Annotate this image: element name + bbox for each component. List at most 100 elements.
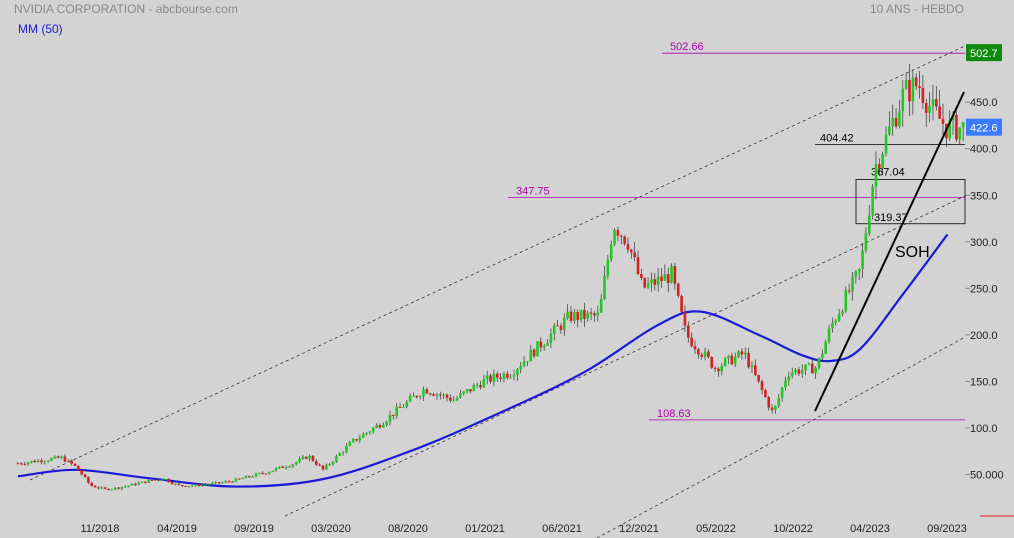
candle: [938, 90, 941, 119]
candle-body: [318, 464, 321, 466]
candle: [743, 347, 747, 360]
y-tick-label: 400.0: [970, 144, 998, 156]
x-tick-label: 05/2022: [696, 523, 736, 535]
candle-body: [921, 87, 925, 103]
candle-body: [217, 482, 221, 484]
candle-body: [234, 478, 238, 482]
candle: [703, 347, 707, 361]
candle: [187, 486, 191, 488]
candle: [499, 373, 502, 383]
candle-body: [814, 367, 817, 374]
candle: [274, 467, 278, 472]
candle-body: [874, 164, 878, 187]
candle: [264, 473, 268, 475]
candle-body: [261, 472, 264, 474]
candle-body: [140, 481, 144, 483]
candle-body: [97, 487, 100, 489]
candle: [314, 458, 318, 467]
candle-body: [328, 464, 331, 466]
candle: [800, 364, 804, 379]
candle: [368, 430, 372, 435]
y-tick-label: 250.0: [970, 283, 998, 295]
candle: [730, 352, 734, 365]
candle: [422, 386, 425, 401]
candle-body: [723, 358, 727, 366]
candle: [244, 475, 248, 479]
candle-body: [160, 479, 164, 481]
candle-body: [733, 356, 737, 365]
candle: [231, 480, 234, 483]
candle: [107, 488, 110, 491]
candle-body: [371, 427, 375, 432]
candle-body: [935, 99, 938, 107]
candle: [914, 73, 918, 91]
candle-body: [455, 397, 459, 401]
candle-body: [77, 465, 80, 471]
candle-body: [438, 394, 442, 396]
candle: [224, 480, 228, 484]
candle: [780, 386, 784, 402]
candle: [670, 263, 673, 284]
candle: [874, 151, 878, 200]
candle-body: [87, 477, 90, 483]
candle: [221, 481, 224, 484]
candle-body: [214, 482, 218, 484]
candle: [955, 111, 958, 142]
candle: [891, 104, 895, 136]
candle-body: [442, 394, 445, 396]
candle: [418, 394, 422, 400]
candle-body: [335, 455, 338, 462]
candle: [847, 283, 851, 295]
candle-body: [40, 460, 43, 463]
candle-body: [291, 464, 295, 467]
candle-body: [552, 325, 556, 334]
candle: [713, 366, 717, 373]
candle-body: [365, 432, 368, 435]
candle: [385, 420, 388, 427]
candle-body: [526, 361, 529, 363]
candle: [83, 473, 87, 478]
candle: [438, 391, 442, 400]
candle-body: [502, 373, 506, 380]
candle: [790, 367, 794, 379]
candle: [516, 367, 519, 381]
candle-body: [626, 243, 630, 250]
candle-body: [908, 80, 911, 102]
period-label: 10 ANS - HEBDO: [869, 2, 964, 16]
candle: [117, 487, 120, 490]
candle: [948, 110, 952, 142]
candle: [164, 478, 167, 481]
candle: [747, 347, 750, 369]
candle-body: [274, 468, 278, 471]
candle: [73, 463, 77, 467]
candle-body: [710, 356, 714, 368]
candle-body: [784, 380, 787, 388]
candle: [388, 410, 392, 426]
candle: [760, 379, 764, 395]
candle-body: [904, 80, 908, 89]
candle: [412, 392, 415, 397]
candle: [100, 486, 104, 490]
candle-body: [180, 485, 184, 487]
candle: [599, 293, 603, 314]
candle: [804, 364, 807, 376]
candle: [824, 339, 828, 355]
candle: [539, 337, 543, 352]
candle: [378, 423, 382, 430]
candle: [87, 476, 90, 485]
candle-body: [542, 345, 546, 348]
support-label: 404.42: [820, 133, 854, 145]
candle-body: [50, 458, 53, 461]
candle: [190, 485, 194, 487]
candle: [147, 478, 151, 484]
candle-body: [472, 385, 476, 392]
candle: [921, 74, 925, 109]
candle-body: [941, 118, 945, 124]
candle-body: [884, 134, 888, 154]
candle-body: [338, 453, 342, 456]
candle: [935, 86, 938, 111]
candle: [278, 466, 281, 470]
candle: [556, 319, 559, 327]
candle: [683, 305, 687, 332]
candle: [214, 481, 218, 485]
